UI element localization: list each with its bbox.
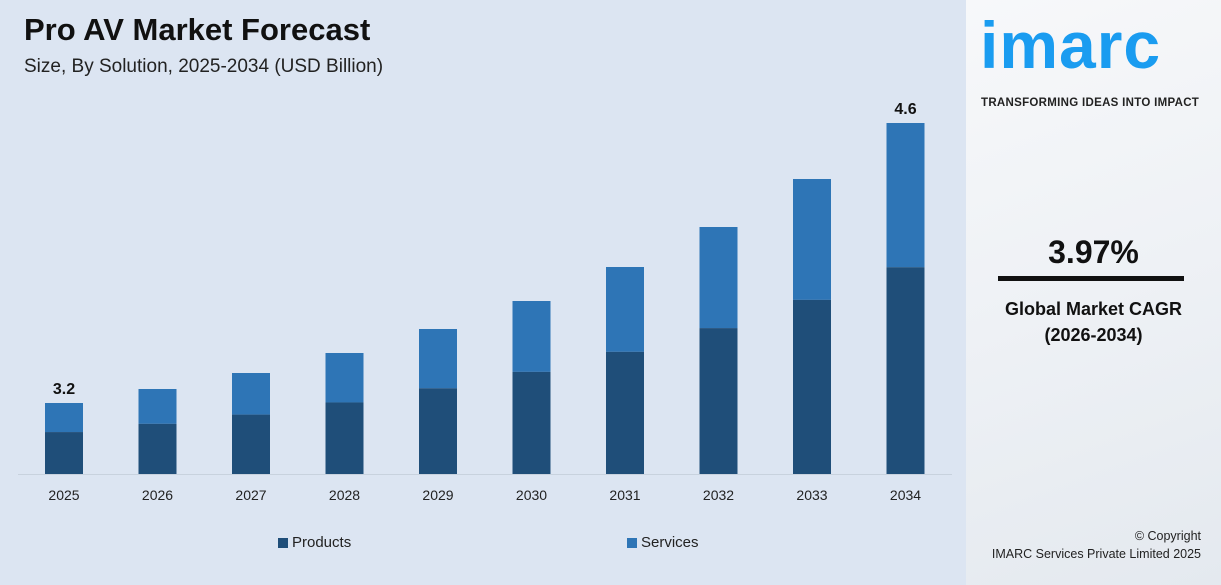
legend-label: Products: [292, 534, 352, 551]
legend-services: Services: [627, 534, 699, 551]
bar-products-2029: [419, 388, 457, 474]
x-tick-label: 2030: [516, 487, 547, 503]
legend-products: Products: [278, 534, 351, 551]
bar-products-2027: [232, 414, 270, 474]
company-name: IMARC Services Private Limited 2025: [991, 547, 1201, 561]
bar-services-2028: [325, 353, 364, 403]
legend-swatch-products: [278, 537, 288, 548]
cagr-label-text: Global Market CAGR: [1004, 299, 1183, 319]
chart-title: Pro AV Market Forecast: [24, 12, 371, 47]
bar-products-2026: [138, 423, 177, 474]
x-tick-label: 2032: [703, 487, 734, 503]
x-tick-label: 2025: [48, 487, 79, 503]
bar-services-2031: [606, 267, 644, 352]
bar-products-2033: [793, 299, 831, 474]
x-tick-label: 2034: [890, 487, 921, 503]
x-tick-label: 2028: [329, 487, 360, 503]
bar-products-2034: [886, 267, 925, 474]
legend-swatch-services: [627, 537, 637, 548]
chart-panel: Pro AV Market Forecast Size, By Solution…: [0, 0, 966, 585]
bar-services-2032: [699, 227, 738, 329]
x-tick-label: 2026: [142, 487, 173, 503]
cagr-period: (2026-2034): [1044, 325, 1143, 345]
bar-chart: 2025 3.2 2026 2027 2028 2029 2030 2031 2032 2033 2…: [18, 101, 952, 503]
x-tick-label: 2033: [796, 487, 827, 503]
bar-products-2028: [325, 402, 364, 474]
info-panel: imarc TRANSFORMING IDEAS INTO IMPACT 3.9…: [966, 0, 1221, 585]
tagline: TRANSFORMING IDEAS INTO IMPACT: [981, 97, 1200, 109]
data-label: 3.2: [53, 381, 75, 398]
bar-products-2031: [606, 351, 644, 474]
bar-products-2032: [699, 328, 738, 474]
bar-products-2025: [45, 432, 83, 474]
x-tick-label: 2029: [422, 487, 453, 503]
bar-services-2029: [419, 329, 457, 389]
imarc-logo: imarc: [980, 8, 1162, 82]
divider: [998, 276, 1184, 281]
bar-services-2026: [138, 389, 177, 424]
data-label: 4.6: [894, 101, 916, 118]
cagr-label: Global Market CAGR (2026-2034): [966, 296, 1221, 348]
bar-services-2025: [45, 403, 83, 433]
legend-label: Services: [641, 534, 699, 551]
bar-services-2034: [886, 123, 925, 268]
bar-services-2027: [232, 373, 270, 415]
cagr-value: 3.97%: [1048, 234, 1139, 270]
bar-services-2033: [793, 179, 831, 300]
bar-products-2030: [512, 371, 551, 474]
x-tick-label: 2027: [235, 487, 266, 503]
bar-services-2030: [512, 301, 551, 372]
x-tick-label: 2031: [609, 487, 640, 503]
chart-subtitle: Size, By Solution, 2025-2034 (USD Billio…: [24, 56, 384, 77]
copyright: © Copyright: [1134, 529, 1201, 543]
